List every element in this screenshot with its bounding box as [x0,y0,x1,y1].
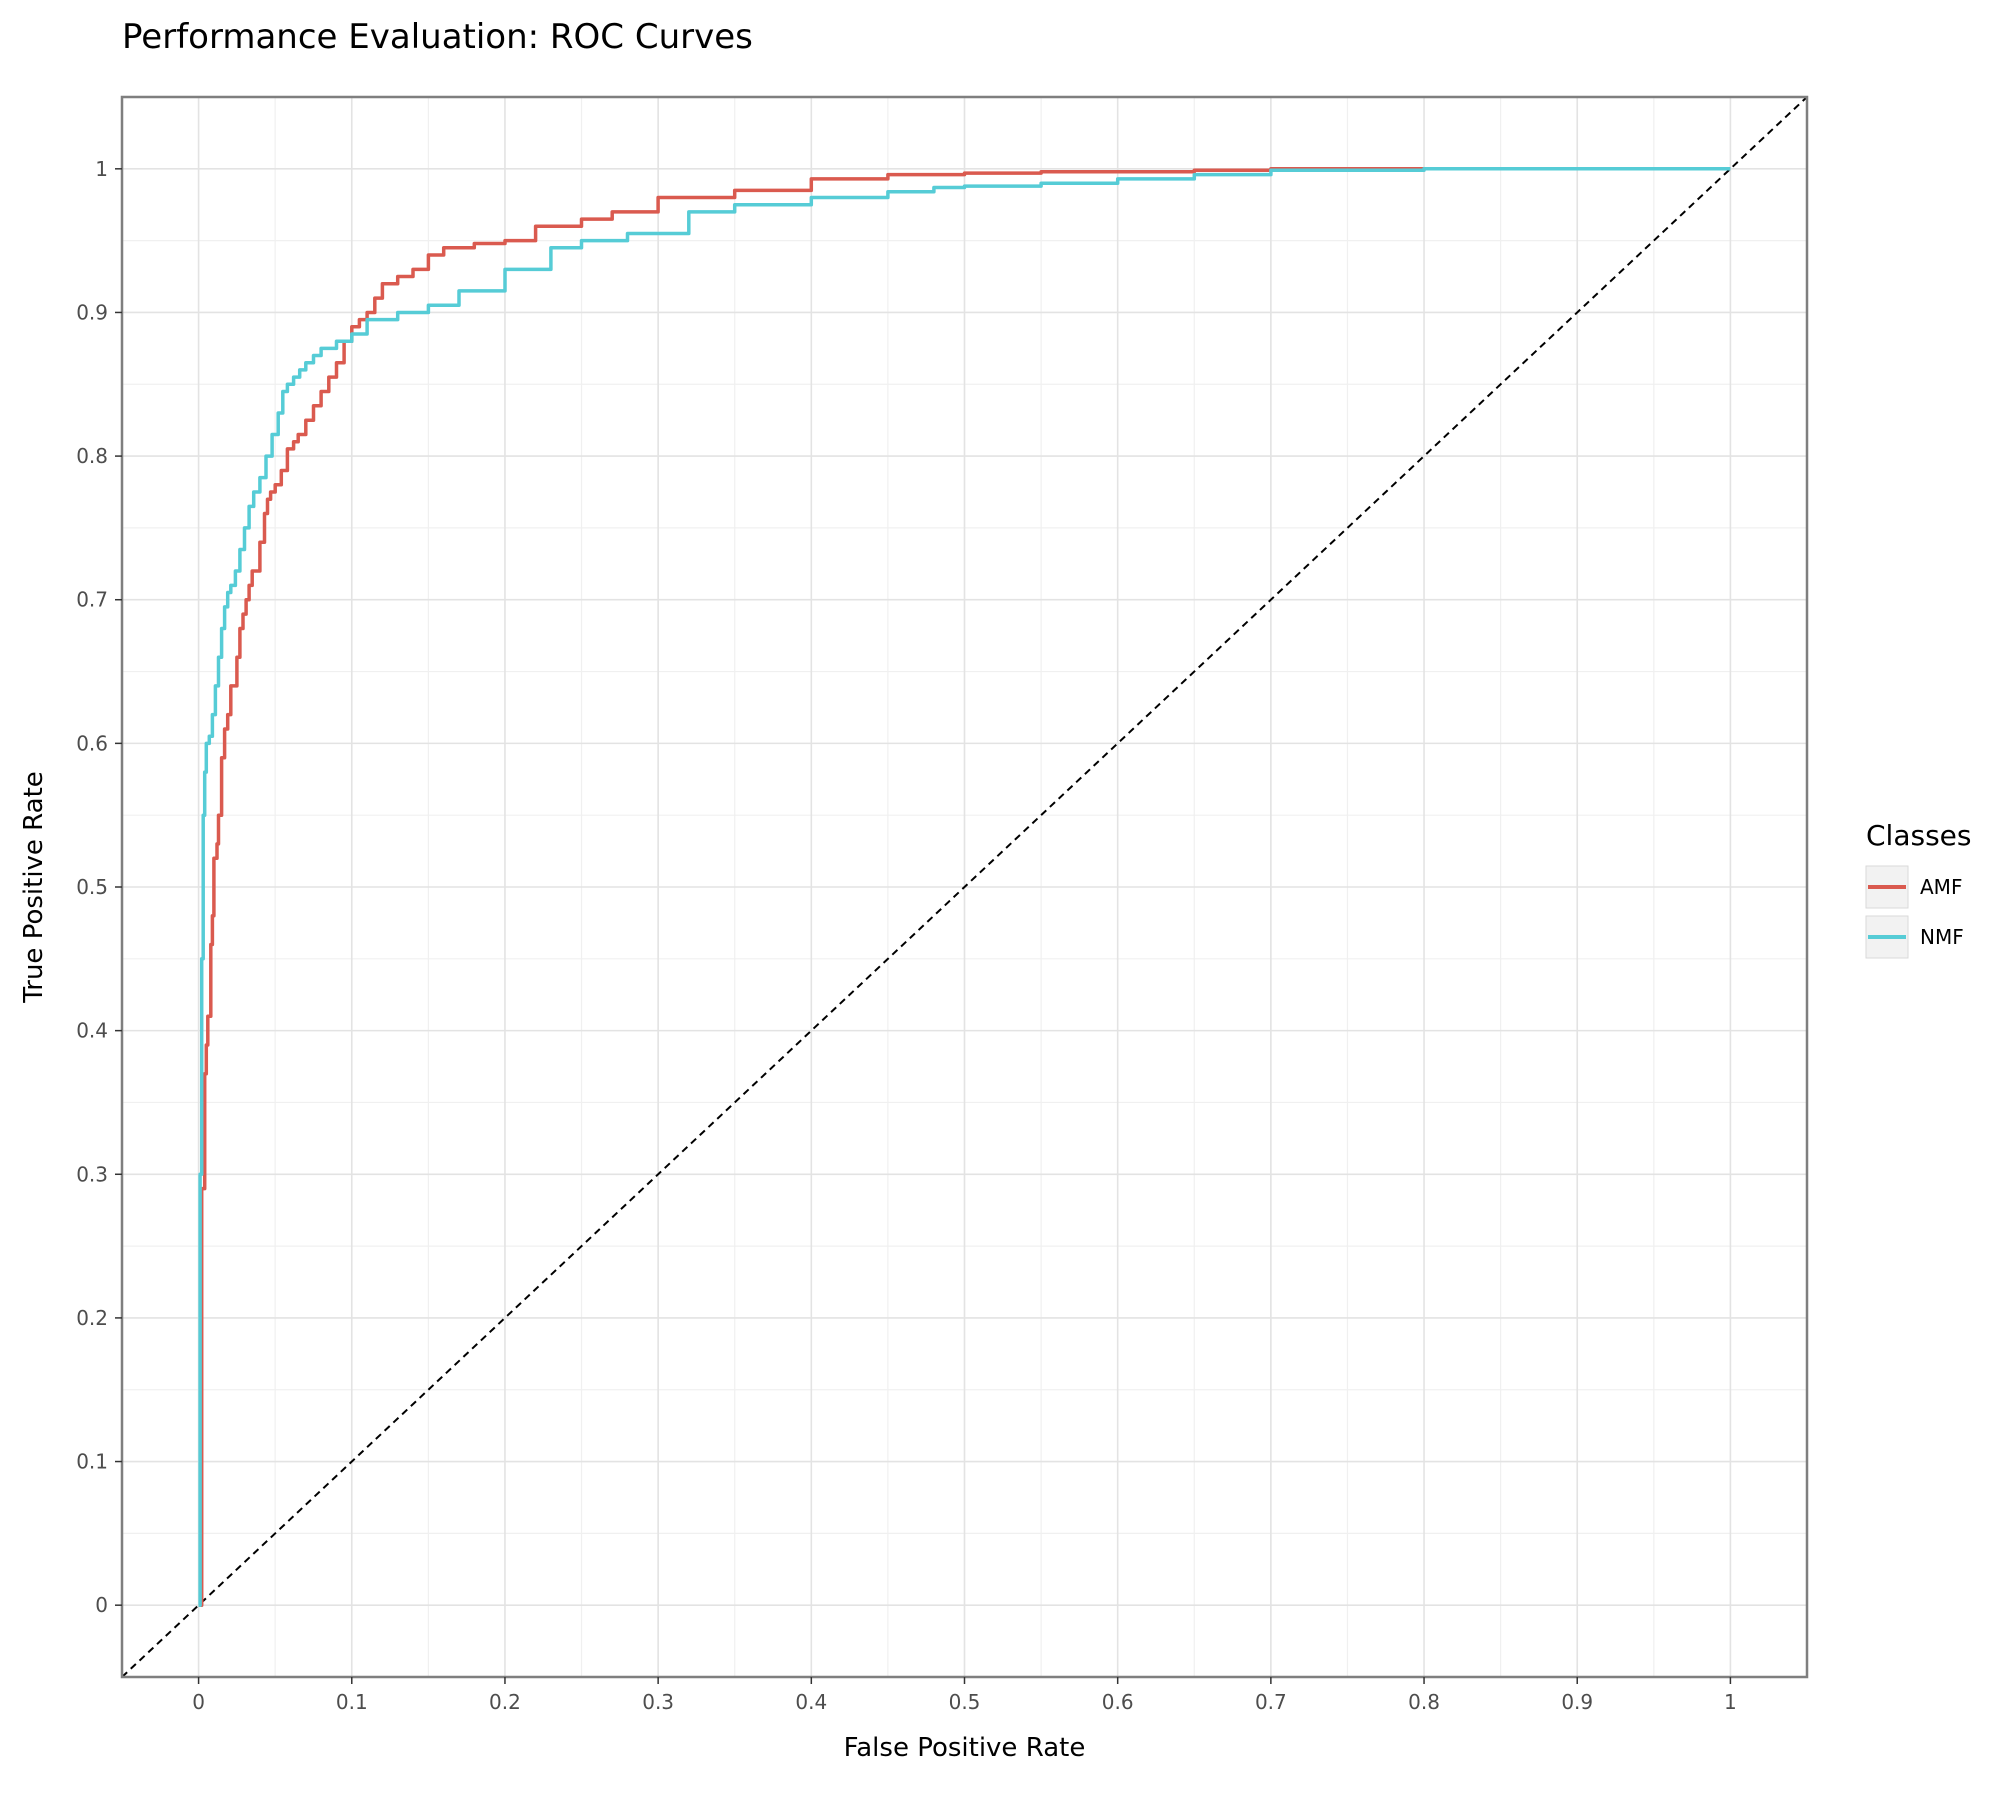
series-line-amf [198,167,1731,1607]
legend-label-nmf: NMF [1920,925,1964,949]
y-tick-label: 0.3 [76,1162,108,1186]
x-tick-label: 0.6 [1102,1690,1134,1714]
y-tick-label: 0.9 [76,300,108,324]
legend-title: Classes [1866,819,1971,852]
x-axis: 0 0.1 0.2 0.3 0.4 0.5 0.6 0.7 0.8 0.9 1 [192,1677,1737,1714]
reference-line-group [121,96,1808,1678]
x-tick-label: 0.4 [795,1690,827,1714]
chart-title: Performance Evaluation: ROC Curves [122,17,753,57]
y-tick-label: 0.2 [76,1306,108,1330]
x-tick-label: 0.1 [336,1690,368,1714]
y-tick-label: 0.7 [76,588,108,612]
x-tick-label: 1 [1724,1690,1737,1714]
reference-line [121,96,1808,1678]
y-axis: 0 0.1 0.2 0.3 0.4 0.5 0.6 0.7 0.8 0.9 1 [76,157,122,1617]
y-tick-label: 0.5 [76,875,108,899]
legend: Classes AMF NMF [1865,819,1971,959]
x-tick-label: 0.2 [489,1690,521,1714]
legend-label-amf: AMF [1920,875,1962,899]
x-tick-label: 0.3 [642,1690,674,1714]
y-tick-label: 0.6 [76,731,108,755]
y-tick-label: 0.1 [76,1450,108,1474]
x-axis-title: False Positive Rate [844,1733,1086,1763]
x-tick-label: 0.8 [1408,1690,1440,1714]
y-tick-label: 0 [95,1593,108,1617]
y-tick-label: 0.4 [76,1019,108,1043]
series-line-nmf [198,167,1731,1607]
grid [122,97,1807,1677]
x-tick-label: 0.5 [949,1690,981,1714]
series-lines [198,167,1731,1607]
y-tick-label: 1 [95,157,108,181]
x-tick-label: 0.7 [1255,1690,1287,1714]
y-tick-label: 0.8 [76,444,108,468]
x-tick-label: 0.9 [1561,1690,1593,1714]
x-tick-label: 0 [192,1690,205,1714]
y-axis-title: True Positive Rate [19,771,49,1004]
